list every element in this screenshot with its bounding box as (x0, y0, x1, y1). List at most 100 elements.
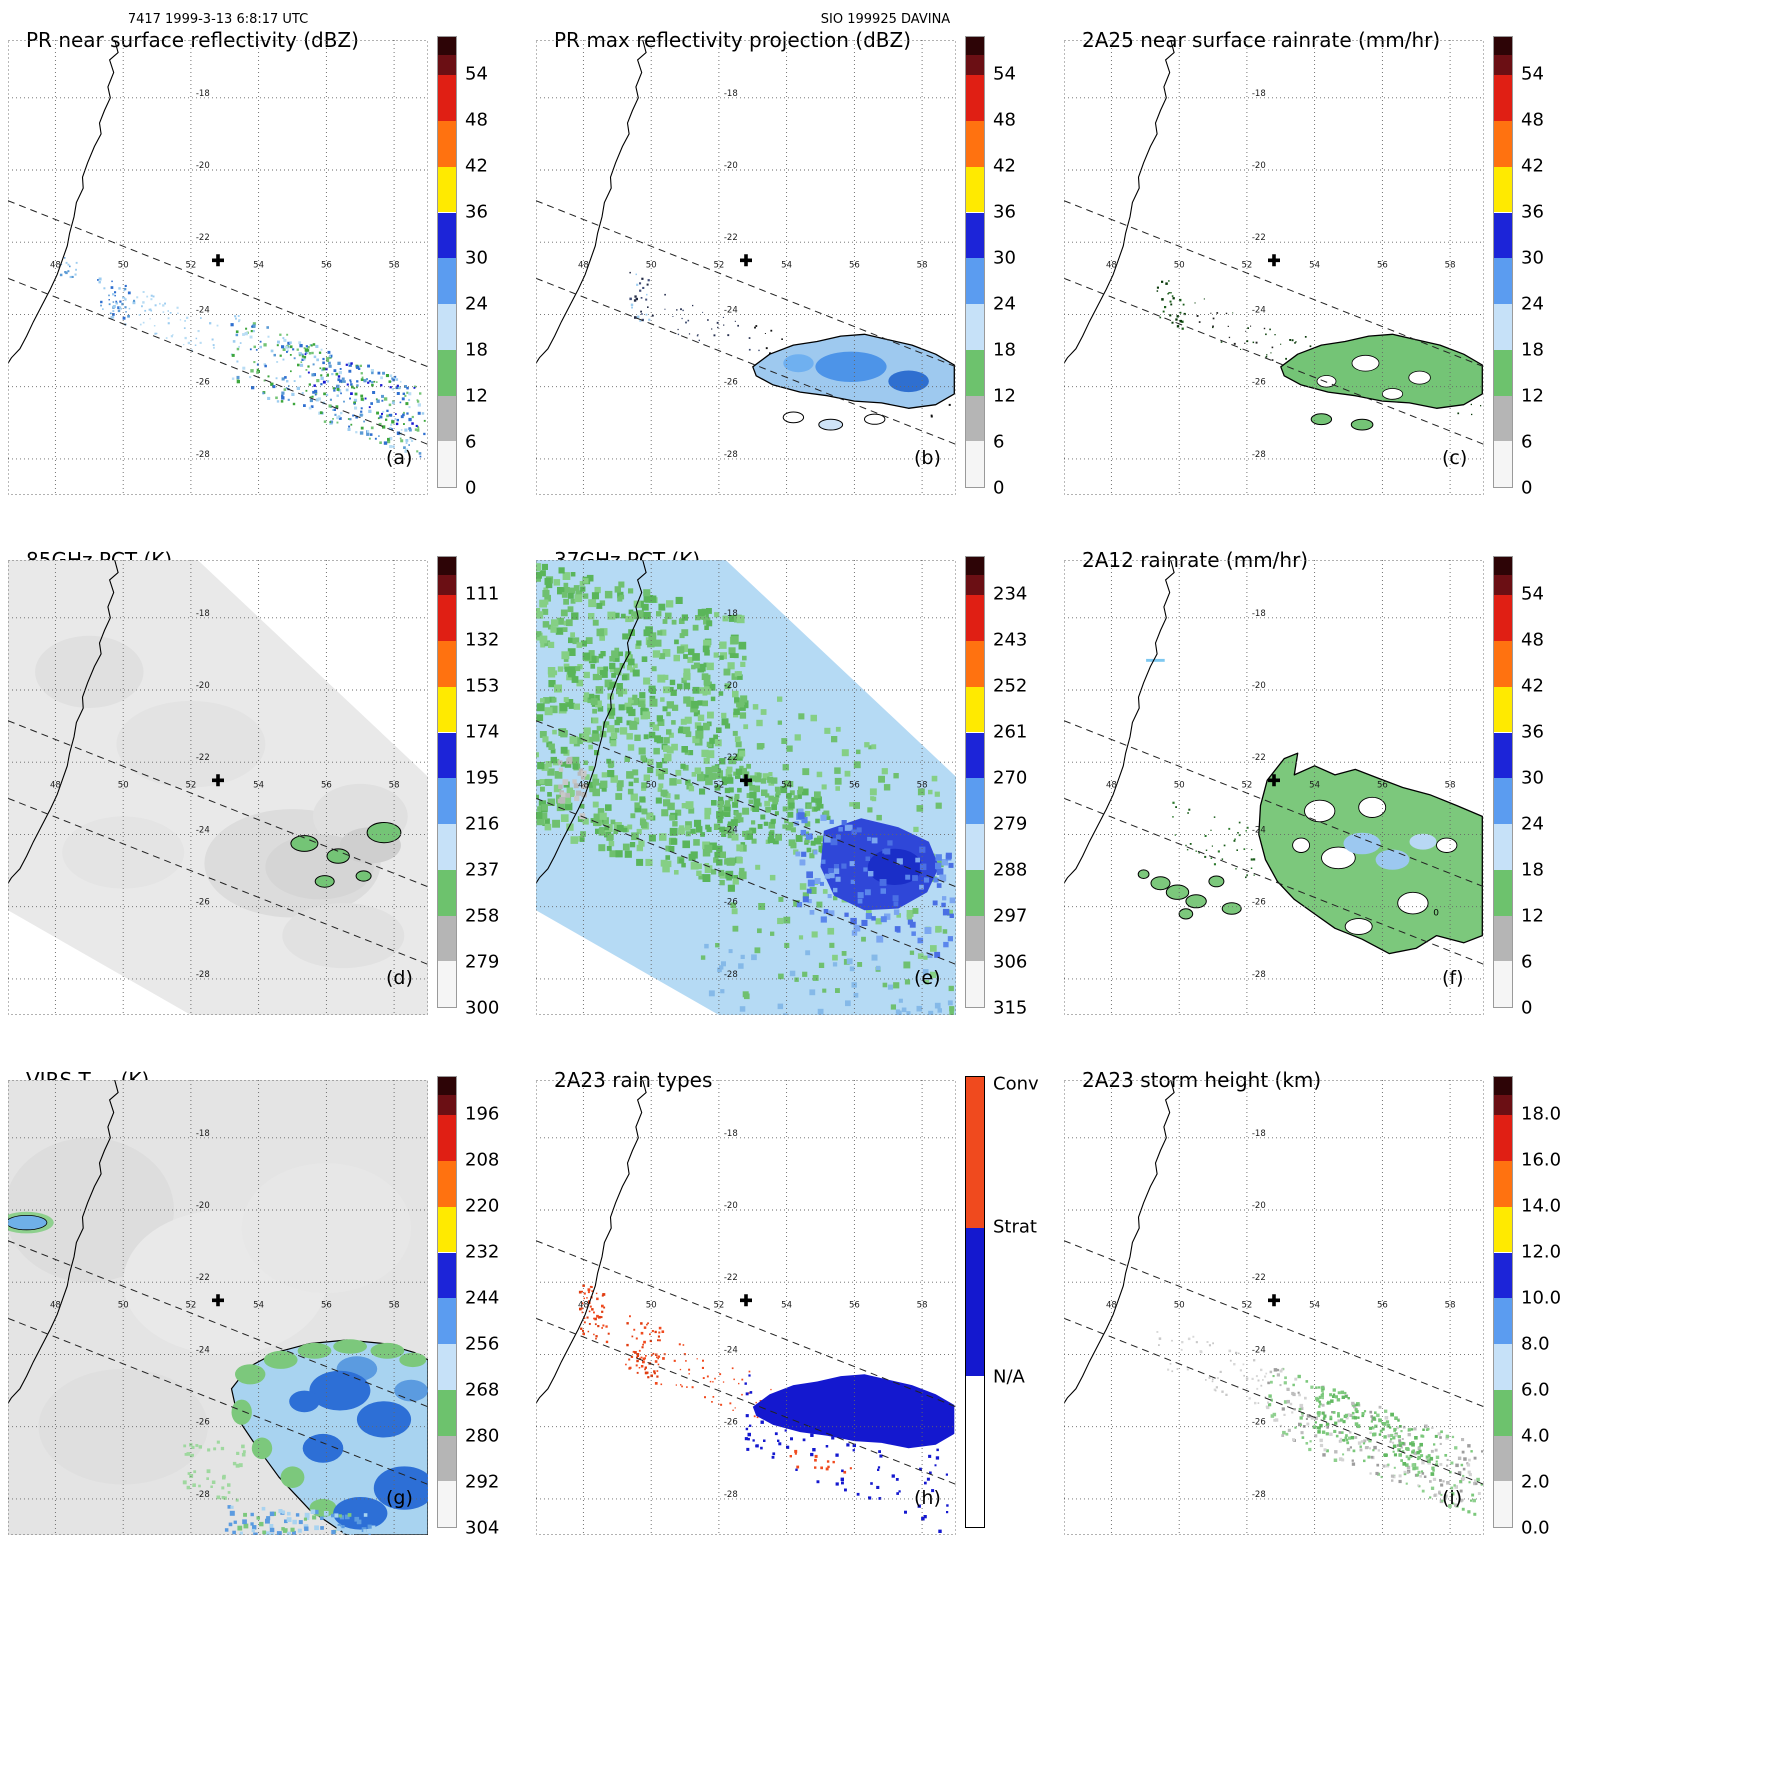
svg-text:52: 52 (1241, 1301, 1252, 1311)
colorbar-segment (1494, 915, 1512, 962)
colorbar-segment (1494, 778, 1512, 824)
panel-letter: (c) (1442, 447, 1467, 469)
svg-text:-22: -22 (1252, 1273, 1266, 1283)
colorbar-segment (438, 557, 456, 575)
coastline (8, 1080, 119, 1404)
colorbar-segment (1494, 37, 1512, 55)
svg-text:48: 48 (578, 261, 589, 271)
colorbar-tick-label: 132 (465, 629, 500, 651)
colorbar-segment (966, 915, 984, 962)
grid-labels: 48 50 52 54 56 58 -18 -20 -22 -24 -26 -28 (578, 609, 928, 980)
svg-text:48: 48 (578, 781, 589, 791)
svg-text:48: 48 (1106, 261, 1117, 271)
coastline (536, 40, 647, 364)
svg-text:58: 58 (1445, 261, 1456, 271)
colorbar-tick-label: 4.0 (1521, 1425, 1550, 1447)
colorbar-segment (1494, 121, 1512, 167)
colorbar-segment (966, 303, 984, 350)
map-a: 48 50 52 54 56 58 -18 -20 -22 -24 -26 -28 (a) (8, 40, 428, 495)
colorbar-segment (966, 869, 984, 916)
panel-letter: (g) (386, 1487, 413, 1509)
svg-text:48: 48 (50, 1301, 61, 1311)
svg-text:-26: -26 (724, 898, 738, 908)
colorbar-tick-label: 10.0 (1521, 1287, 1562, 1309)
svg-text:50: 50 (118, 781, 129, 791)
svg-text:-20: -20 (724, 681, 738, 691)
map-g: 48 50 52 54 56 58 -18 -20 -22 -24 -26 -28 (g) (8, 1080, 428, 1535)
colorbar-tick-label: 270 (993, 767, 1028, 789)
svg-text:48: 48 (578, 1301, 589, 1311)
colorbar-segment (438, 778, 456, 824)
svg-text:54: 54 (1309, 261, 1320, 271)
svg-text:-26: -26 (1252, 1418, 1266, 1428)
swath-boundary-line (1064, 797, 1484, 965)
panel-letter: (d) (386, 967, 413, 989)
svg-text:-18: -18 (196, 89, 210, 99)
colorbar-c (1493, 36, 1513, 488)
swath-boundary-line (8, 797, 428, 965)
map-f: 0 48 50 52 54 56 58 -18 -20 -22 -24 -26 -28 (f) (1064, 560, 1484, 1015)
storm-center-marker (1268, 774, 1280, 787)
swath-boundary-line (1064, 1317, 1484, 1485)
colorbar-segment (966, 732, 984, 779)
colorbar-segment (1494, 258, 1512, 304)
colorbar-segment (1494, 1161, 1512, 1207)
colorbar-tick-label: 24 (993, 293, 1016, 315)
colorbar-tick-label: 42 (993, 155, 1016, 177)
svg-text:50: 50 (1174, 261, 1185, 271)
colorbar-tick-label: 292 (465, 1471, 500, 1493)
swath-boundary-line (8, 277, 428, 445)
swath-boundary-line (536, 720, 956, 888)
svg-text:54: 54 (253, 781, 264, 791)
swath-boundary-line (1064, 277, 1484, 445)
data-layer-i (1156, 1331, 1484, 1516)
colorbar-segment (438, 823, 456, 870)
svg-text:-22: -22 (724, 1273, 738, 1283)
svg-text:-28: -28 (724, 970, 738, 980)
svg-text:50: 50 (646, 261, 657, 271)
svg-text:58: 58 (389, 781, 400, 791)
grid-labels: 48 50 52 54 56 58 -18 -20 -22 -24 -26 -28 (50, 609, 400, 980)
colorbar-segment (1494, 395, 1512, 442)
colorbar-segment (438, 1481, 456, 1527)
colorbar-tick-label: 279 (993, 813, 1028, 835)
colorbar-category-label: Strat (993, 1216, 1037, 1238)
panel-title-f: 2A12 rainrate (mm/hr) (1082, 548, 1309, 572)
colorbar-tick-label: 36 (1521, 201, 1544, 223)
svg-text:56: 56 (849, 1301, 860, 1311)
svg-text:-22: -22 (1252, 233, 1266, 243)
lonlat-grid (536, 40, 956, 495)
data-layer-g (8, 1080, 428, 1535)
colorbar-segment (438, 961, 456, 1007)
grid-labels: 48 50 52 54 56 58 -18 -20 -22 -24 -26 -28 (50, 89, 400, 460)
svg-text:58: 58 (1445, 1301, 1456, 1311)
svg-text:52: 52 (713, 781, 724, 791)
coastline (8, 40, 119, 364)
svg-text:-28: -28 (724, 1490, 738, 1500)
svg-text:52: 52 (1241, 781, 1252, 791)
panel-i: 2A23 storm height (km) 48 50 52 54 56 58 -18 -20… (1056, 1040, 1584, 1560)
svg-text:-26: -26 (1252, 898, 1266, 908)
svg-text:58: 58 (917, 261, 928, 271)
panel-letter: (e) (914, 967, 941, 989)
svg-text:54: 54 (781, 261, 792, 271)
colorbar-tick-label: 261 (993, 721, 1028, 743)
svg-text:48: 48 (50, 261, 61, 271)
svg-text:-26: -26 (196, 898, 210, 908)
colorbar-tick-label: 196 (465, 1103, 500, 1125)
colorbar-i (1493, 1076, 1513, 1528)
colorbar-segment (966, 1077, 984, 1228)
svg-text:-18: -18 (1252, 1129, 1266, 1139)
colorbar-segment (1494, 641, 1512, 687)
swath-boundary-line (1064, 200, 1484, 368)
colorbar-segment (438, 915, 456, 962)
colorbar-tick-label: 280 (465, 1425, 500, 1447)
grid-labels: 48 50 52 54 56 58 -18 -20 -22 -24 -26 -28 (1106, 89, 1456, 460)
storm-center-marker (1268, 254, 1280, 267)
colorbar-category-label: Conv (993, 1073, 1039, 1095)
svg-text:-24: -24 (724, 825, 738, 835)
panel-title-c: 2A25 near surface rainrate (mm/hr) (1082, 28, 1441, 52)
colorbar-segment (438, 55, 456, 76)
colorbar-tick-label: 252 (993, 675, 1028, 697)
colorbar-g (437, 1076, 457, 1528)
